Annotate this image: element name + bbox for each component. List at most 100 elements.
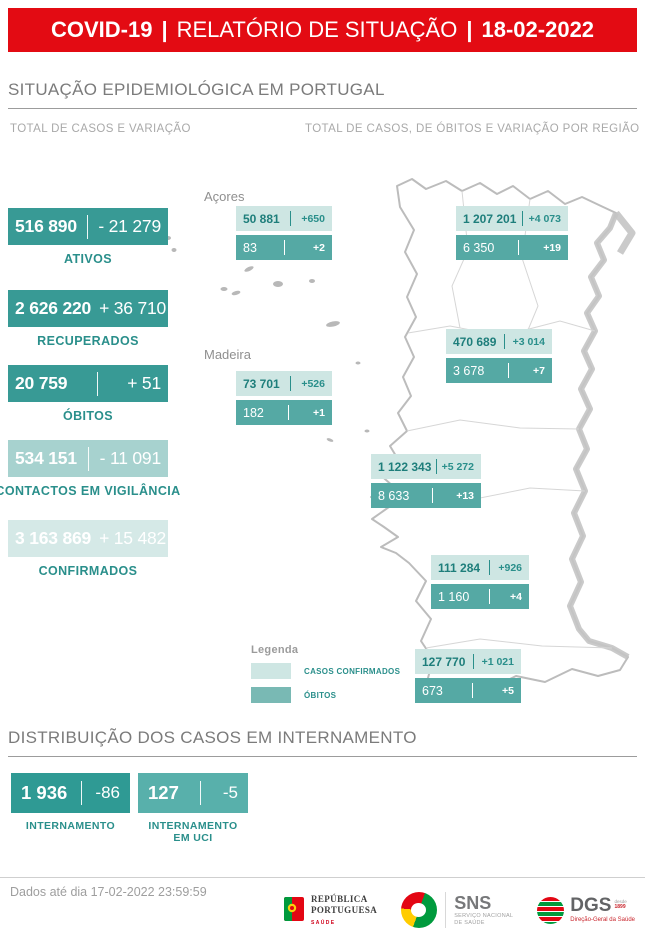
legend-item-confirmed: CASOS CONFIRMADOS [251,663,421,679]
acores-label: Açores [204,189,245,204]
value-separator [488,560,490,575]
region-deaths-variation: +4 [510,590,522,603]
deaths-box: 6 350 +19 [456,235,568,260]
stat-variation: -86 [95,783,120,802]
stat-variation: + 36 710 [99,298,167,318]
value-separator [87,446,89,471]
deaths-box: 3 678 +7 [446,358,552,383]
banner-separator: | [161,17,168,42]
republica-portuguesa-logo: REPÚBLICA PORTUGUESA SAÚDE [283,894,377,926]
value-separator [489,589,491,604]
region-deaths: 3 678 [453,363,485,378]
stat-ativos: 516 890 - 21 279 ATIVOS [8,208,168,266]
region-stats-algarve: 127 770 +1 021 673 +5 [415,649,521,707]
column-label-regions: TOTAL DE CASOS, DE ÓBITOS E VARIAÇÃO POR… [305,123,640,135]
stat-value: 516 890 [15,216,77,236]
deaths-swatch [251,687,291,703]
region-cases: 73 701 [243,376,280,391]
dgs-since: desde 1899 [614,899,626,910]
region-deaths-variation: +5 [502,684,514,697]
stat-label: CONFIRMADOS [38,564,138,578]
region-cases-variation: +926 [498,561,522,574]
stat-label: RECUPERADOS [37,334,139,348]
footer-divider [0,877,645,878]
banner-title: COVID-19 [50,17,153,42]
region-cases-variation: +526 [301,377,325,390]
stat-value: 20 759 [15,373,68,393]
region-cases: 50 881 [243,211,280,226]
republica-portuguesa-text: REPÚBLICA PORTUGUESA SAÚDE [311,894,377,926]
confirmed-cases-box: 50 881 +650 [236,206,332,231]
confirmed-cases-box: 1 207 201 +4 073 [456,206,568,231]
stat-variation: + 51 [127,373,161,393]
value-separator [508,363,510,378]
stat-internamento: 1 936 -86 INTERNAMENTO [11,773,130,832]
footer-logos: REPÚBLICA PORTUGUESA SAÚDE SNS SERVIÇO N… [283,892,635,928]
value-separator [290,376,292,391]
region-cases: 470 689 [453,334,497,349]
deaths-box: 83 +2 [236,235,332,260]
dgs-logo: DGS desde 1899 Direção-Geral da Saúde [537,896,635,924]
region-deaths: 6 350 [463,240,495,255]
banner-date: 18-02-2022 [481,17,595,42]
stat-label: ATIVOS [63,252,112,266]
confirmed-cases-box: 1 122 343 +5 272 [371,454,481,479]
madeira-label: Madeira [204,347,251,362]
region-cases: 1 207 201 [463,211,517,226]
portugal-flag-icon [283,897,304,921]
value-separator [432,488,434,503]
stat-confirmados: 3 163 869 + 15 482 CONFIRMADOS [8,520,168,578]
deaths-box: 8 633 +13 [371,483,481,508]
data-cutoff-note: Dados até dia 17-02-2022 23:59:59 [10,885,207,899]
value-separator [435,459,437,474]
region-deaths: 673 [422,683,443,698]
region-cases: 111 284 [438,560,481,575]
confirmed-cases-box: 127 770 +1 021 [415,649,521,674]
stat-internamento-uci: 127 -5 INTERNAMENTO EM UCI [138,773,248,844]
legend-title: Legenda [251,644,299,656]
stat-contactos-vigilancia: 534 151 - 11 091 CONTACTOS EM VIGILÂNCIA [0,440,180,498]
sns-subtitle1: SERVIÇO NACIONAL [454,913,514,919]
sns-text: SNS SERVIÇO NACIONAL DE SAÚDE [454,894,513,926]
stat-label: INTERNAMENTO [25,820,116,832]
banner-subtitle: RELATÓRIO DE SITUAÇÃO [176,17,458,42]
deaths-box: 673 +5 [415,678,521,703]
value-separator [471,683,473,698]
value-separator [287,405,289,420]
confirmed-cases-box: 111 284 +926 [431,555,529,580]
value-separator [200,781,202,805]
stat-bar: 2 626 220 + 36 710 [8,290,168,327]
region-cases: 127 770 [422,654,466,669]
stat-bar: 3 163 869 + 15 482 [8,520,168,557]
region-deaths-variation: +1 [313,406,325,419]
region-deaths: 8 633 [378,488,410,503]
dgs-since-word: desde [614,899,627,905]
dgs-subtitle: Direção-Geral da Saúde [570,916,635,923]
stat-value: 127 [148,782,179,803]
deaths-box: 1 160 +4 [431,584,529,609]
value-separator [96,371,98,396]
region-cases-variation: +3 014 [512,335,545,348]
region-deaths: 182 [243,405,264,420]
legend-label: ÓBITOS [304,690,337,700]
stat-bar: 127 -5 [138,773,248,813]
confirmed-cases-box: 470 689 +3 014 [446,329,552,354]
stat-recuperados: 2 626 220 + 36 710 RECUPERADOS [8,290,168,348]
dgs-sphere-icon [537,896,565,924]
region-stats-centro: 470 689 +3 014 3 678 +7 [446,329,552,387]
dgs-acronym-row: DGS desde 1899 [570,896,635,915]
region-deaths: 83 [243,240,257,255]
northeast-border-shading [613,210,636,255]
value-separator [284,240,286,255]
region-stats-alentejo: 111 284 +926 1 160 +4 [431,555,529,613]
sns-subtitle2: DE SAÚDE [454,920,485,926]
region-stats-norte: 1 207 201 +4 073 6 350 +19 [456,206,568,264]
stat-bar: 1 936 -86 [11,773,130,813]
value-separator [521,211,523,226]
value-separator [80,781,82,805]
confirmed-cases-box: 73 701 +526 [236,371,332,396]
column-label-totals: TOTAL DE CASOS E VARIAÇÃO [10,123,191,135]
value-separator [290,211,292,226]
stat-value: 2 626 220 [15,298,92,318]
